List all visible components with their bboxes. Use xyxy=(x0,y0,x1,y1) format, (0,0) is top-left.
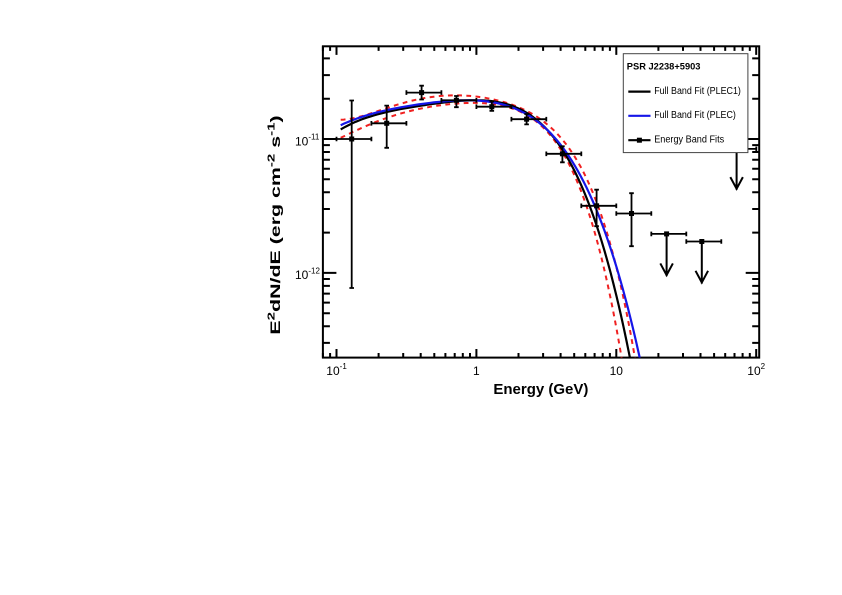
svg-text:Energy Band Fits: Energy Band Fits xyxy=(654,135,724,146)
svg-text:10: 10 xyxy=(610,364,624,378)
svg-text:Full Band Fit (PLEC): Full Band Fit (PLEC) xyxy=(654,110,736,121)
svg-text:E2dN/dE (erg cm-2 s-1): E2dN/dE (erg cm-2 s-1) xyxy=(265,115,283,334)
svg-text:1: 1 xyxy=(473,364,480,378)
svg-text:Energy (GeV): Energy (GeV) xyxy=(493,381,588,398)
svg-text:PSR J2238+5903: PSR J2238+5903 xyxy=(627,61,701,71)
svg-text:Full Band Fit (PLEC1): Full Band Fit (PLEC1) xyxy=(654,86,741,97)
